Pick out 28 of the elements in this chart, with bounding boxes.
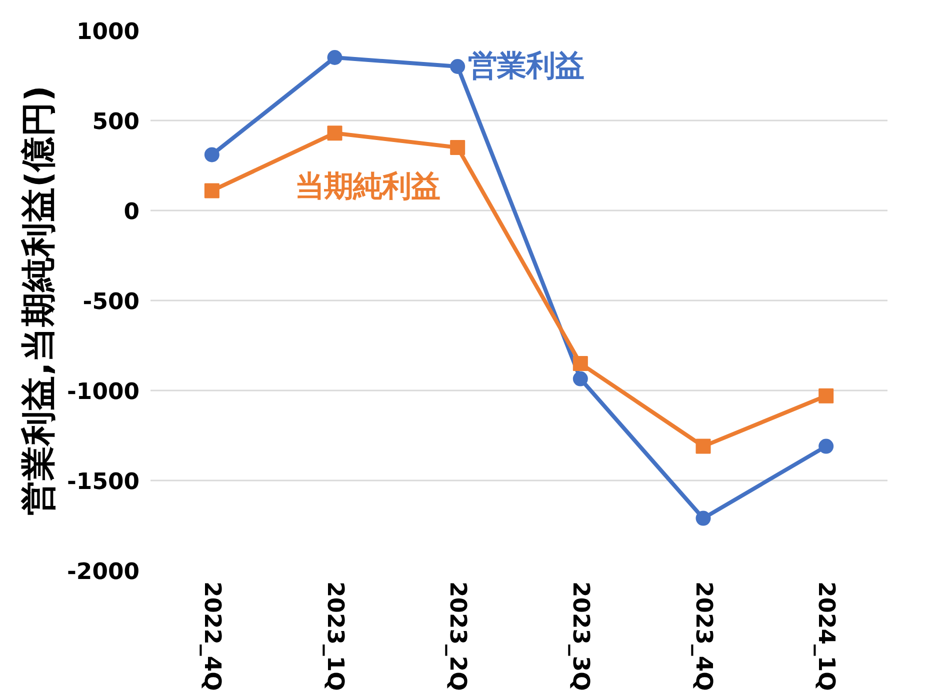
series-label: 当期純利益 xyxy=(294,169,440,204)
point xyxy=(327,126,342,141)
point xyxy=(327,50,342,65)
y-tick-label: -1500 xyxy=(67,469,140,495)
point xyxy=(204,183,220,198)
x-tick-label: 2023_1Q xyxy=(322,582,348,691)
point xyxy=(696,510,711,526)
x-tick-label: 2023_3Q xyxy=(567,582,594,691)
point xyxy=(572,356,588,371)
point xyxy=(818,388,834,404)
y-tick-label: -2000 xyxy=(67,559,140,585)
point xyxy=(450,59,466,74)
x-tick-label: 2024_1Q xyxy=(813,582,840,691)
y-tick-label: 0 xyxy=(124,199,140,225)
y-tick-label: -500 xyxy=(82,289,140,315)
point xyxy=(450,140,466,155)
series-label: 営業利益 xyxy=(468,48,584,82)
point xyxy=(204,147,220,162)
point xyxy=(818,438,834,454)
y-axis-title: 営業利益,当期純利益(億円) xyxy=(19,86,60,516)
y-tick-label: -1000 xyxy=(67,379,140,405)
y-tick-label: 500 xyxy=(92,109,140,135)
x-tick-label: 2022_4Q xyxy=(198,582,225,691)
x-tick-label: 2023_4Q xyxy=(690,582,716,691)
point xyxy=(572,371,588,386)
x-tick-label: 2023_2Q xyxy=(444,582,471,691)
point xyxy=(696,438,711,454)
y-tick-label: 1000 xyxy=(76,19,140,45)
